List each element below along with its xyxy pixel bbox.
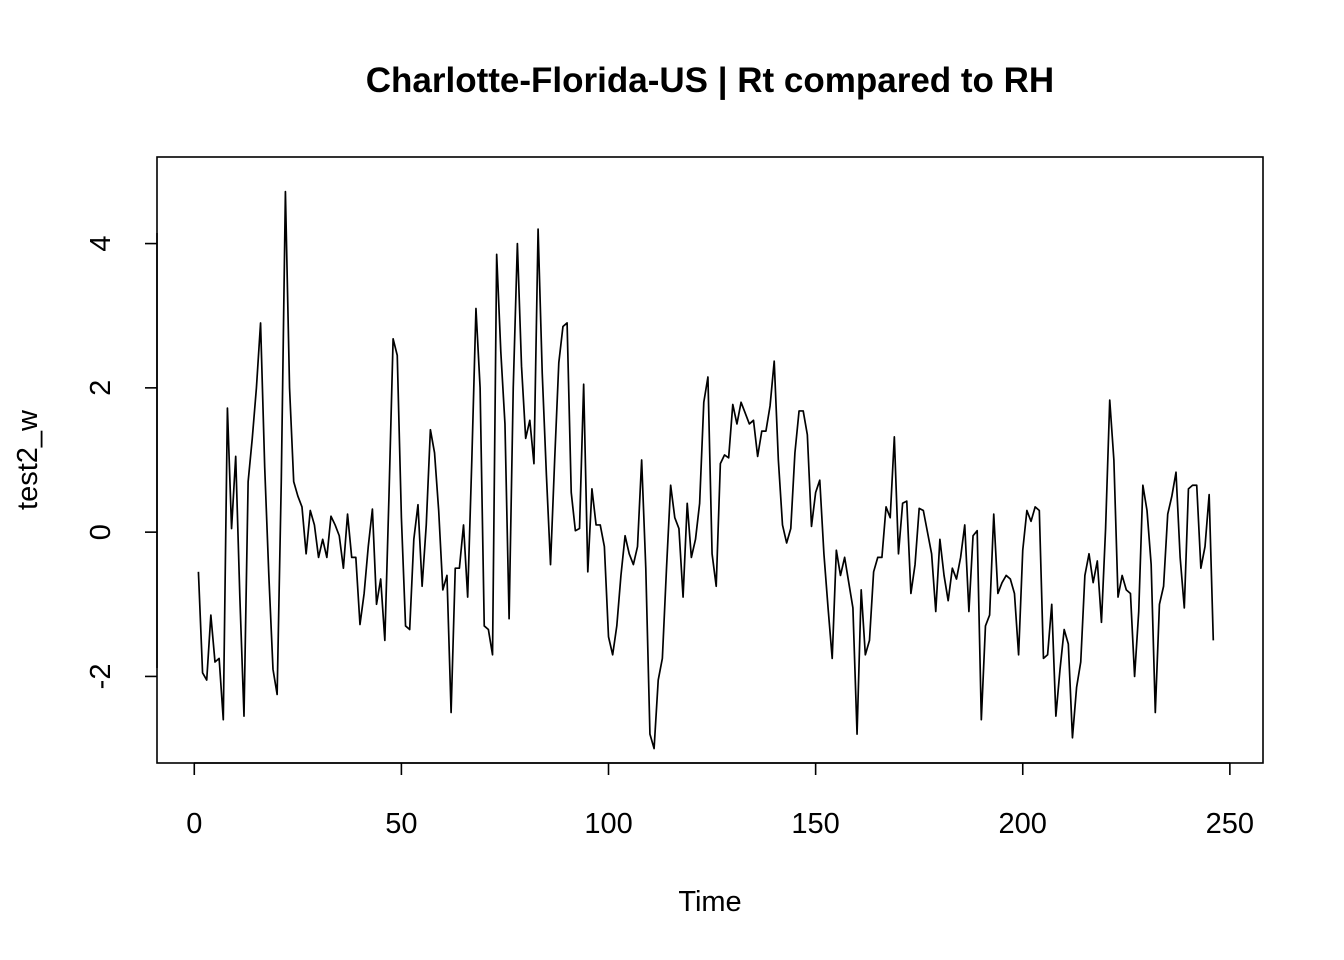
x-tick-label: 250 [1206,808,1254,840]
y-tick-label: 0 [85,524,117,540]
x-tick-label: 200 [999,808,1047,840]
x-tick-label: 0 [186,808,202,840]
y-ticks: -2 0 2 4 [85,236,157,690]
series-group [197,190,1215,750]
x-tick-label: 150 [791,808,839,840]
y-tick-label: 2 [85,380,117,396]
x-tick-label: 100 [584,808,632,840]
series-line [197,190,1215,750]
x-axis-label: Time [678,886,741,918]
x-tick-label: 50 [385,808,417,840]
x-axis: 0 50 100 150 200 250 [186,762,1254,840]
y-axis: -2 0 2 4 [85,233,158,690]
x-ticks: 0 50 100 150 200 250 [186,763,1254,840]
y-tick-label: 4 [85,236,117,252]
chart-title: Charlotte-Florida-US | Rt compared to RH [366,61,1054,100]
y-tick-label: -2 [85,664,117,690]
y-axis-label: test2_w [12,409,44,510]
